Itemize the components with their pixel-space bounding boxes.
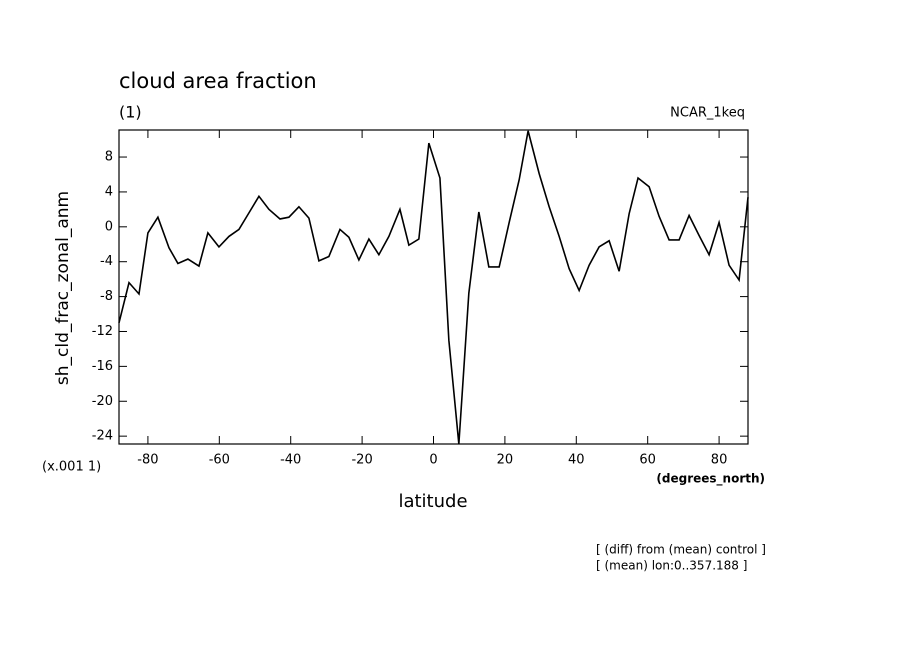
plot-frame [118,129,749,445]
subtitle: (1) [119,103,142,122]
data-line [118,130,749,445]
y-tick-label: -24 [92,429,113,444]
y-tick-label: -12 [92,324,113,339]
y-tick-label: -16 [92,359,113,374]
note: [ (diff) from (mean) control ] [596,543,766,557]
y-tick-label: 0 [105,219,113,234]
y-scale-label: (x.001 1) [42,460,101,475]
y-tick-label: -8 [100,289,113,304]
x-units-label: (degrees_north) [656,472,765,487]
note: [ (mean) lon:0..357.188 ] [596,559,747,573]
x-tick-label: -40 [280,453,301,468]
x-tick-label: 20 [497,453,514,468]
x-tick-label: -60 [209,453,230,468]
x-tick-label: 40 [568,453,585,468]
chart-title: cloud area fraction [119,69,317,93]
x-tick-label: -20 [351,453,372,468]
x-tick-label: 60 [639,453,656,468]
x-tick-label: 0 [429,453,437,468]
x-tick-label: -80 [137,453,158,468]
x-tick-label: 80 [711,453,728,468]
y-tick-label: 4 [105,184,113,199]
x-axis-label: latitude [398,491,467,512]
y-tick-label: -20 [92,394,113,409]
y-tick-label: -4 [100,254,113,269]
y-tick-label: 8 [105,150,113,165]
run-label: NCAR_1keq [670,106,745,121]
y-axis-label: sh_cld_frac_zonal_anm [53,191,73,385]
